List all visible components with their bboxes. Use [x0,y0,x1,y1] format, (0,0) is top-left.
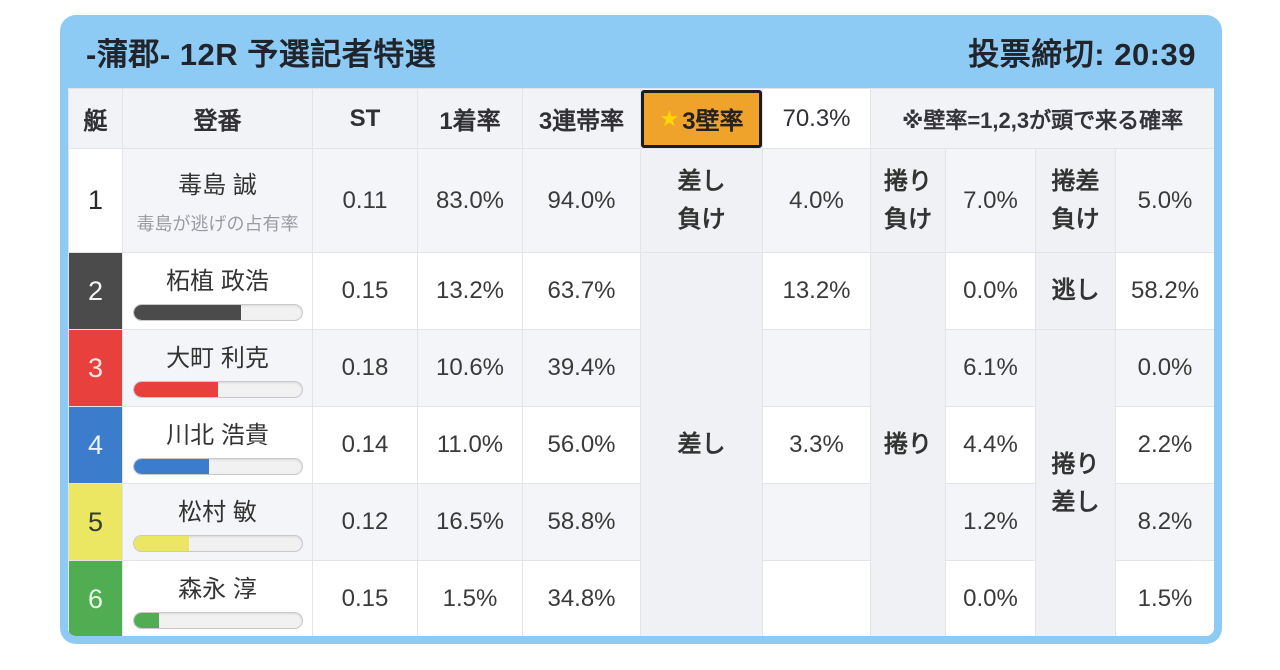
wall-rate-highlight-button[interactable]: ★ 3壁率 [641,89,762,148]
outcome-label-sashi-make: 差し 負け [640,148,763,253]
outcome-value-sashi [762,483,871,561]
boat-row-1: 1 毒島 誠 毒島が逃げの占有率 0.11 83.0% 94.0% 差し 負け … [68,148,1214,253]
first-rate-value: 83.0% [417,148,523,253]
share-bar [132,612,303,629]
top3-rate-value: 94.0% [522,148,641,253]
st-value: 0.15 [312,560,418,636]
first-rate-value: 10.6% [417,329,523,407]
outcome-value-sashi: 3.3% [762,406,871,484]
boat-row-6: 6 森永 淳 0.15 1.5% 34.8% 0.0% 1.5% [68,560,1214,636]
boat-number-cell: 1 [68,148,123,253]
racer-name: 毒島 誠 [178,172,257,199]
outcome-label-sashi: 差し [640,252,763,636]
st-value: 0.14 [312,406,418,484]
stats-table-wrap: 艇 登番 ST 1着率 3連帯率 ★ 3壁率 70.3% ※壁率=1,2,3が頭… [68,88,1214,636]
share-bar-fill [133,305,242,320]
st-value: 0.18 [312,329,418,407]
share-bar-fill [133,613,159,628]
boat-row-2: 2 柘植 政浩 0.15 13.2% 63.7% 差し 13.2% 捲り 0.0… [68,252,1214,636]
stats-table: 艇 登番 ST 1着率 3連帯率 ★ 3壁率 70.3% ※壁率=1,2,3が頭… [68,88,1214,636]
wall-rate-label: 3壁率 [682,108,744,135]
first-rate-value: 11.0% [417,406,523,484]
table-header-row: 艇 登番 ST 1着率 3連帯率 ★ 3壁率 70.3% ※壁率=1,2,3が頭… [68,88,1214,149]
race-panel: -蒲郡- 12R 予選記者特選 投票締切: 20:39 艇 登番 ST 1着率 … [60,15,1222,644]
outcome-value-makuri-make: 7.0% [945,148,1036,253]
boat-number-cell: 5 [68,483,123,561]
share-bar [132,535,303,552]
top3-rate-value: 63.7% [522,252,641,330]
outcome-value-makuri: 1.2% [945,483,1036,561]
racer-cell: 大町 利克 [122,329,313,407]
share-bar [132,304,303,321]
first-rate-value: 1.5% [417,560,523,636]
boat-row-3: 3 大町 利克 0.18 10.6% 39.4% 6.1% 捲り 差し 0.0% [68,329,1214,636]
st-value: 0.11 [312,148,418,253]
outcome-value-nigashi: 58.2% [1114,252,1214,330]
top3-rate-value: 56.0% [522,406,641,484]
outcome-value-makuri: 0.0% [945,252,1036,330]
boat-number-cell: 6 [68,560,123,636]
boat-number-cell: 2 [68,252,123,330]
top3-rate-value: 39.4% [522,329,641,407]
outcome-label-nigashi: 逃し [1035,252,1116,330]
st-value: 0.15 [312,252,418,330]
top3-rate-value: 58.8% [522,483,641,561]
outcome-value-makurizashi: 8.2% [1114,483,1214,561]
wall-rate-value: 70.3% [762,88,871,149]
first-rate-value: 16.5% [417,483,523,561]
vote-deadline: 投票締切: 20:39 [968,37,1196,72]
racer-sub-label: 毒島が逃げの占有率 [136,214,299,234]
outcome-value-makurizashi-make: 5.0% [1114,148,1214,253]
col-header-wall-rate: ★ 3壁率 [640,88,763,149]
col-header-top3-rate: 3連帯率 [522,88,641,149]
outcome-value-makurizashi: 1.5% [1114,560,1214,636]
outcome-label-makuri-make: 捲り 負け [870,148,946,253]
col-header-first-rate: 1着率 [417,88,523,149]
outcome-label-makurizashi-make: 捲差 負け [1035,148,1116,253]
racer-name: 森永 淳 [178,576,257,603]
st-value: 0.12 [312,483,418,561]
outcome-value-makuri: 6.1% [945,329,1036,407]
racer-cell: 毒島 誠 毒島が逃げの占有率 [122,148,313,253]
outcome-value-sashi-make: 4.0% [762,148,871,253]
outcome-value-makurizashi: 0.0% [1114,329,1214,407]
boat-row-4: 4 川北 浩貴 0.14 11.0% 56.0% 3.3% 4.4% 2.2% [68,406,1214,484]
share-bar-fill [133,459,210,474]
boat-number-cell: 4 [68,406,123,484]
wall-rate-note: ※壁率=1,2,3が頭で来る確率 [869,88,1214,149]
outcome-value-makurizashi: 2.2% [1114,406,1214,484]
panel-header: -蒲郡- 12R 予選記者特選 投票締切: 20:39 [60,15,1222,88]
col-header-boat: 艇 [68,88,123,149]
racer-name: 川北 浩貴 [166,422,269,449]
outcome-value-sashi [762,560,871,636]
outcome-value-sashi: 13.2% [762,252,871,330]
share-bar-fill [133,382,218,397]
outcome-label-makuri: 捲り [870,252,946,636]
col-header-racer: 登番 [122,88,313,149]
col-header-st: ST [312,88,418,149]
outcome-label-makurizashi: 捲り 差し [1035,329,1116,636]
boat-row-5: 5 松村 敏 0.12 16.5% 58.8% 1.2% 8.2% [68,483,1214,561]
race-title: -蒲郡- 12R 予選記者特選 [86,37,437,72]
top3-rate-value: 34.8% [522,560,641,636]
outcome-value-sashi [762,329,871,407]
share-bar [132,458,303,475]
share-bar [132,381,303,398]
racer-name: 大町 利克 [166,345,269,372]
share-bar-fill [133,536,189,551]
racer-cell: 森永 淳 [122,560,313,636]
star-icon: ★ [659,105,680,131]
racer-name: 松村 敏 [178,499,257,526]
racer-name: 柘植 政浩 [166,268,269,295]
racer-cell: 柘植 政浩 [122,252,313,330]
racer-cell: 松村 敏 [122,483,313,561]
outcome-value-makuri: 4.4% [945,406,1036,484]
racer-cell: 川北 浩貴 [122,406,313,484]
boat-number-cell: 3 [68,329,123,407]
first-rate-value: 13.2% [417,252,523,330]
outcome-value-makuri: 0.0% [945,560,1036,636]
